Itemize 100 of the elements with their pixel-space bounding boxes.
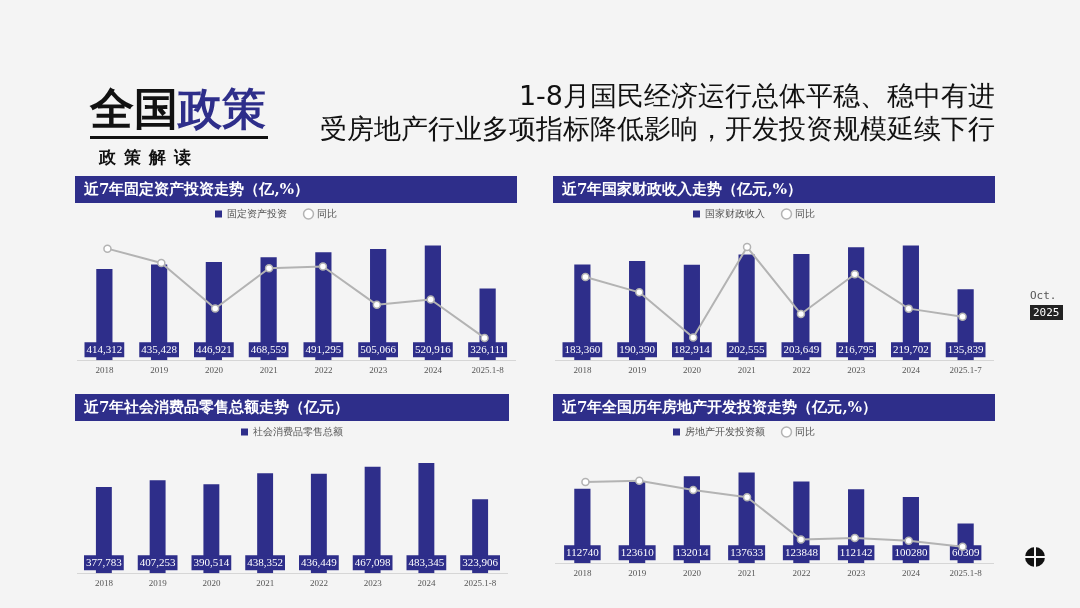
data-label: 100280 [894, 546, 928, 559]
data-label: 377,783 [86, 556, 123, 569]
point [372, 300, 382, 310]
point [210, 304, 220, 313]
data-label: 435,428 [141, 343, 178, 356]
data-label: 202,555 [728, 343, 765, 356]
x-tick-label: 2020 [204, 364, 224, 375]
x-tick-label: 2024 [901, 567, 921, 578]
text: 全国政策 [90, 83, 266, 134]
x-tick-label: 2021 [256, 577, 275, 588]
x-tick-label: 2022 [314, 364, 333, 375]
data-label: 390,514 [193, 556, 230, 569]
point [742, 492, 752, 502]
x-tick-label: 2022 [792, 567, 811, 578]
data-label: 182,914 [674, 343, 711, 356]
point [688, 485, 698, 495]
x-tick-label: 2023 [363, 577, 383, 588]
point [103, 244, 112, 253]
legend-label: 房地产开发投资额 [685, 425, 765, 437]
legend-label: 同比 [317, 207, 337, 219]
data-label: 323,906 [462, 556, 499, 569]
point [581, 272, 590, 282]
x-tick-label: 2018 [94, 577, 114, 588]
text: 2025 [1030, 305, 1063, 320]
point [318, 262, 328, 271]
data-label: 60309 [951, 546, 980, 559]
data-label: 467,098 [354, 556, 391, 569]
x-tick-label: 2019 [150, 364, 169, 375]
data-label: 112142 [839, 546, 873, 559]
chart-title: 近7年国家财政收入走势（亿元,%） [553, 176, 995, 203]
point [635, 288, 644, 297]
x-tick-label: 2024 [901, 364, 921, 375]
point [742, 242, 752, 252]
data-label: 505,066 [360, 343, 397, 356]
data-label: 132014 [675, 546, 709, 559]
x-tick-label: 2020 [682, 364, 702, 375]
x-tick-label: 2022 [309, 577, 328, 588]
point [850, 533, 860, 543]
data-label: 414,312 [86, 343, 123, 356]
x-tick-label: 2025.1-8 [471, 364, 505, 375]
data-label: 468,559 [250, 343, 287, 356]
x-tick-label: 2025.1-8 [949, 567, 983, 578]
point [796, 309, 806, 319]
data-label: 123848 [784, 546, 819, 559]
x-tick-label: 2019 [628, 364, 647, 375]
legend-label: 社会消费品零售总额 [253, 425, 343, 437]
point [264, 264, 274, 273]
point [635, 476, 644, 485]
x-tick-label: 2021 [737, 567, 756, 578]
data-label: 483,345 [408, 556, 445, 569]
x-tick-label: 2022 [792, 364, 811, 375]
data-label: 190,390 [619, 343, 656, 356]
point [157, 258, 166, 268]
data-label: 491,295 [305, 343, 342, 356]
x-tick-label: 2018 [573, 567, 592, 578]
text: Oct. [1030, 289, 1057, 302]
data-label: 137633 [730, 546, 764, 559]
point [850, 269, 860, 279]
point [904, 304, 913, 313]
data-label: 446,921 [196, 343, 232, 356]
data-label: 112740 [566, 546, 600, 559]
chart-title: 近7年全国历年房地产开发投资走势（亿元,%） [553, 394, 995, 421]
data-label: 438,352 [247, 556, 283, 569]
legend-label: 国家财政收入 [705, 207, 765, 219]
legend-label: 同比 [795, 207, 815, 219]
legend-label: 固定资产投资 [227, 207, 287, 219]
x-tick-label: 2020 [682, 567, 702, 578]
point [958, 312, 967, 322]
data-label: 436,449 [301, 556, 338, 569]
text: 1-8月国民经济运行总体平稳、稳中有进 [518, 79, 995, 112]
x-tick-label: 2020 [202, 577, 221, 588]
point [480, 333, 489, 343]
data-label: 219,702 [893, 343, 929, 356]
data-label: 135,839 [947, 343, 984, 356]
text: 受房地产行业多项指标降低影响，开发投资规模延续下行 [320, 112, 995, 145]
point [904, 536, 913, 545]
data-label: 407,253 [139, 556, 176, 569]
chart-title: 近7年社会消费品零售总额走势（亿元） [75, 394, 509, 421]
data-label: 520,916 [415, 343, 452, 356]
x-tick-label: 2021 [737, 364, 756, 375]
text: 政策解读 [99, 146, 199, 169]
data-label: 183,360 [564, 343, 601, 356]
chart-title: 近7年固定资产投资走势（亿,%） [75, 176, 517, 203]
x-tick-label: 2024 [423, 364, 443, 375]
data-label: 326,111 [470, 343, 506, 356]
data-label: 216,795 [838, 343, 875, 356]
x-tick-label: 2019 [628, 567, 647, 578]
x-tick-label: 2024 [417, 577, 436, 588]
x-tick-label: 2023 [369, 364, 388, 375]
x-tick-label: 2021 [259, 364, 278, 375]
data-label: 203,649 [783, 343, 820, 356]
point [688, 333, 698, 342]
point [426, 295, 435, 304]
data-label: 123610 [620, 546, 655, 559]
x-tick-label: 2023 [847, 567, 866, 578]
x-tick-label: 2019 [148, 577, 168, 588]
legend-label: 同比 [795, 425, 815, 437]
x-tick-label: 2018 [573, 364, 592, 375]
point [581, 477, 590, 487]
x-tick-label: 2025.1-7 [949, 364, 983, 375]
